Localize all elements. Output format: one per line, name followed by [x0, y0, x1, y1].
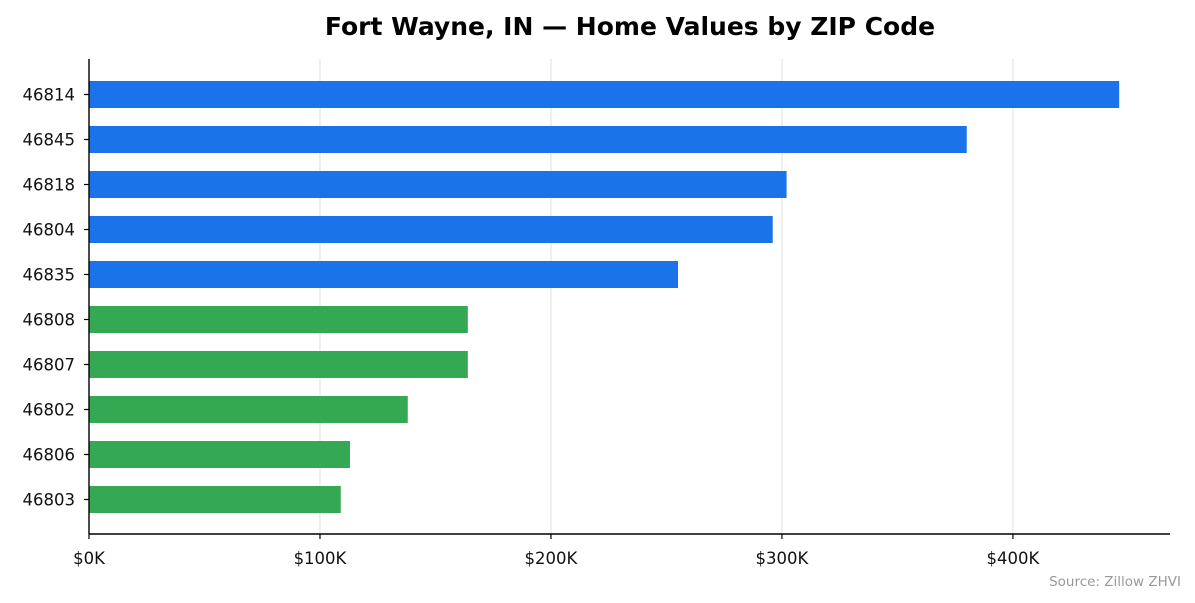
x-axis-ticks: $0K $100K $200K $300K $400K [73, 534, 1041, 568]
y-tick-label: 46803 [23, 491, 76, 510]
x-tick-label: $0K [73, 549, 106, 568]
bar-46807 [89, 351, 468, 378]
y-tick-label: 46814 [23, 86, 76, 105]
y-tick-label: 46802 [23, 401, 76, 420]
bar-46808 [89, 306, 468, 333]
x-tick-label: $300K [756, 549, 810, 568]
bar-46814 [89, 81, 1120, 108]
bar-46818 [89, 171, 787, 198]
y-tick-label: 46808 [23, 311, 76, 330]
y-tick-label: 46845 [23, 131, 76, 150]
source-note: Source: Zillow ZHVI [1049, 574, 1181, 590]
x-tick-label: $200K [525, 549, 579, 568]
x-tick-label: $400K [987, 549, 1041, 568]
y-axis-ticks: 46814 46845 46818 46804 46835 46808 46807 46802… [23, 86, 89, 510]
y-tick-label: 46804 [23, 221, 76, 240]
bar-46806 [89, 441, 351, 468]
y-tick-label: 46818 [23, 176, 76, 195]
chart-title: Fort Wayne, IN — Home Values by ZIP Code [325, 12, 935, 41]
y-tick-label: 46806 [23, 446, 76, 465]
y-tick-label: 46807 [23, 356, 76, 375]
y-tick-label: 46835 [23, 266, 76, 285]
bar-46845 [89, 126, 967, 153]
bars [89, 81, 1120, 513]
bar-46802 [89, 396, 408, 423]
bar-46803 [89, 486, 341, 513]
bar-46804 [89, 216, 773, 243]
bar-46835 [89, 261, 679, 288]
x-tick-label: $100K [294, 549, 348, 568]
